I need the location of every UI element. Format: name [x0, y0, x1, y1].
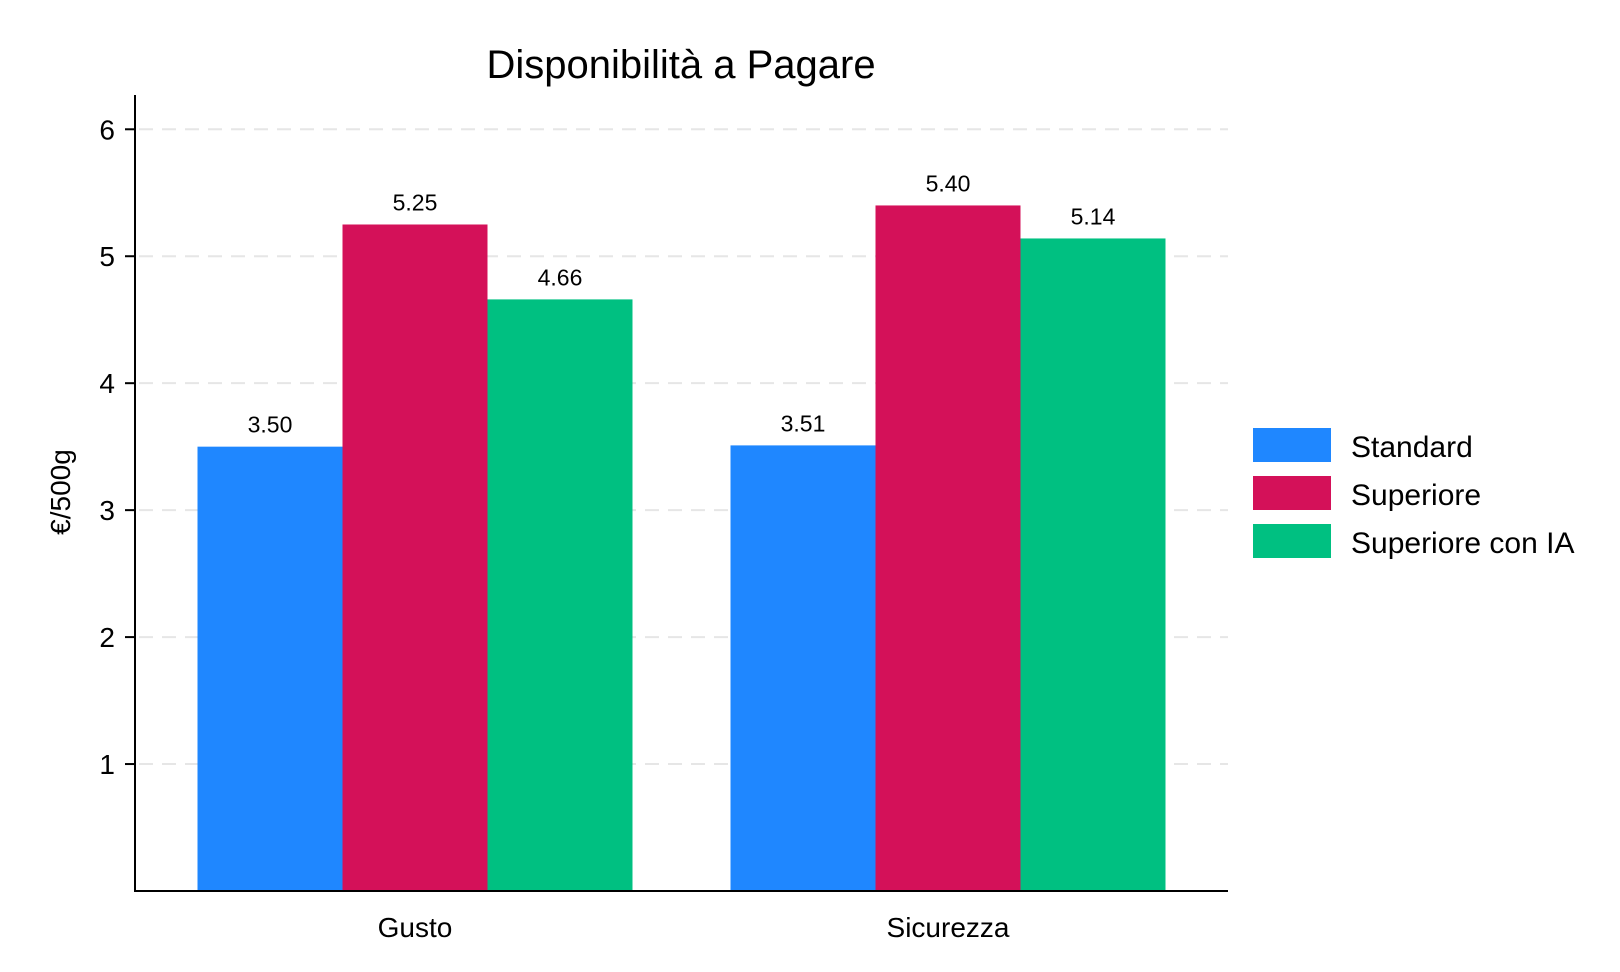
- bar-sicurezza-standard: [730, 445, 876, 891]
- legend-label: Superiore con IA: [1351, 527, 1574, 560]
- data-labels: 3.50 5.25 4.66 3.51 5.40 5.14: [248, 170, 1116, 437]
- y-tick-label: 2: [99, 622, 115, 653]
- data-label: 5.40: [926, 170, 971, 196]
- bar-gusto-superiore: [342, 224, 488, 892]
- data-label: 3.51: [781, 410, 826, 436]
- legend-label: Standard: [1351, 431, 1473, 464]
- y-tick-label: 5: [99, 241, 115, 272]
- x-category-label: Sicurezza: [887, 912, 1010, 943]
- y-tick-label: 6: [99, 114, 115, 145]
- legend-swatch: [1253, 476, 1331, 510]
- legend-label: Superiore: [1351, 479, 1481, 512]
- y-ticks: 1 2 3 4 5 6: [99, 114, 135, 780]
- bars: [197, 205, 1166, 892]
- y-tick-label: 4: [99, 368, 115, 399]
- data-label: 5.25: [393, 189, 438, 215]
- legend-swatch: [1253, 524, 1331, 558]
- data-label: 5.14: [1071, 203, 1116, 229]
- x-categories: Gusto Sicurezza: [378, 912, 1010, 943]
- y-tick-label: 1: [99, 749, 115, 780]
- bar-sicurezza-superiore: [875, 205, 1021, 891]
- legend: Standard Superiore Superiore con IA: [1253, 428, 1574, 560]
- y-axis-label: €/500g: [45, 449, 76, 535]
- chart-title: Disponibilità a Pagare: [486, 43, 875, 87]
- bar-sicurezza-superiore-con-ia: [1020, 238, 1166, 891]
- bar-gusto-superiore-con-ia: [487, 299, 633, 892]
- data-label: 3.50: [248, 412, 293, 438]
- axes: [134, 95, 1228, 892]
- data-label: 4.66: [538, 264, 583, 290]
- legend-swatch: [1253, 428, 1331, 462]
- bar-gusto-standard: [197, 446, 343, 891]
- x-category-label: Gusto: [378, 912, 453, 943]
- y-tick-label: 3: [99, 495, 115, 526]
